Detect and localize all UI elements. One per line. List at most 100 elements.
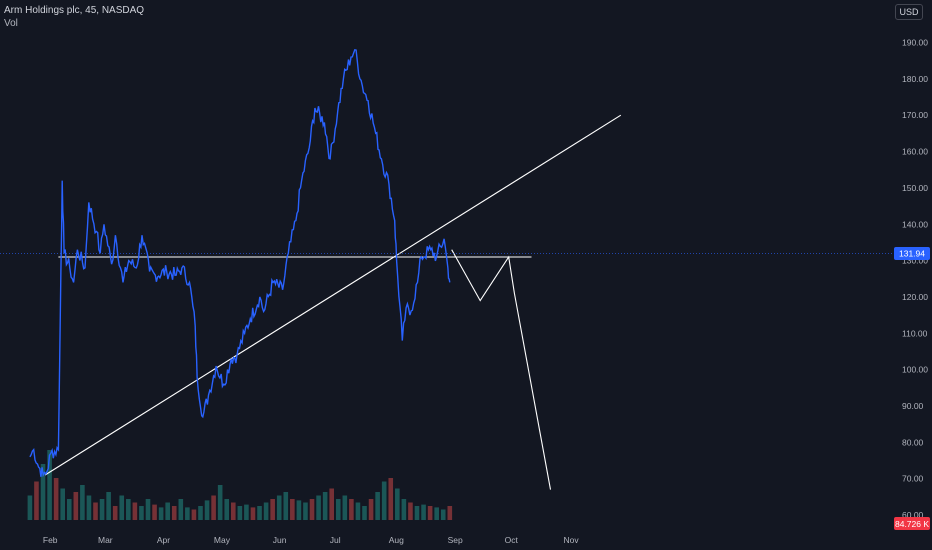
volume-indicator-label[interactable]: Vol	[4, 18, 18, 29]
y-tick-label: 70.00	[902, 474, 924, 484]
last-price-label: 131.94	[899, 249, 925, 259]
x-tick-label: May	[214, 535, 231, 545]
volume-bar	[375, 492, 380, 520]
x-tick-label: Oct	[505, 535, 519, 545]
volume-bar	[60, 488, 66, 520]
volume-bar	[126, 499, 131, 520]
volume-bar	[66, 499, 72, 520]
last-price-badge: 131.94	[894, 247, 930, 261]
volume-bar	[434, 507, 439, 520]
volume-bar	[401, 499, 407, 520]
volume-bar	[408, 502, 413, 520]
y-tick-label: 140.00	[902, 219, 928, 229]
drawing-lines	[44, 114, 622, 490]
volume-bar	[198, 506, 203, 520]
x-tick-label: Apr	[157, 535, 170, 545]
y-tick-label: 100.00	[902, 365, 928, 375]
volume-bar	[296, 500, 302, 520]
volume-bar	[342, 495, 348, 520]
volume-bar	[99, 499, 105, 520]
y-tick-label: 190.00	[902, 38, 928, 48]
volume-bar	[270, 499, 275, 520]
y-tick-label: 150.00	[902, 183, 928, 193]
volume-bar	[447, 506, 453, 520]
volume-bar	[322, 492, 328, 520]
y-tick-label: 180.00	[902, 74, 928, 84]
volume-bar	[250, 507, 256, 520]
volume-bar	[106, 492, 111, 520]
volume-bar	[368, 499, 374, 520]
volume-bar	[427, 506, 433, 520]
y-tick-label: 80.00	[902, 437, 924, 447]
volume-bar	[303, 502, 308, 520]
volume-bar	[355, 502, 361, 520]
volume-bar	[244, 504, 249, 520]
volume-bar	[421, 504, 426, 520]
y-tick-label: 110.00	[902, 328, 928, 338]
volume-bar	[335, 499, 341, 520]
x-tick-label: Feb	[43, 535, 58, 545]
volume-bar	[47, 450, 52, 520]
volume-bar	[119, 495, 125, 520]
y-tick-label: 60.00	[902, 510, 924, 520]
volume-bar	[93, 502, 98, 520]
volume-bar	[381, 481, 387, 520]
volume-bar	[217, 485, 223, 520]
volume-bar	[191, 509, 197, 520]
volume-bar	[211, 495, 216, 520]
volume-bar	[224, 499, 230, 520]
volume-bar	[440, 509, 446, 520]
volume-bar	[145, 499, 151, 520]
volume-bar	[263, 502, 269, 520]
currency-button[interactable]: USD	[895, 4, 923, 20]
x-tick-label: Aug	[389, 535, 404, 545]
volume-bar	[309, 499, 315, 520]
volume-bar	[53, 478, 59, 520]
volume-bar	[40, 464, 46, 520]
volume-bars	[27, 450, 453, 520]
volume-bar	[276, 495, 282, 520]
volume-bar	[152, 504, 157, 520]
y-tick-label: 170.00	[902, 110, 928, 120]
volume-bar	[86, 495, 92, 520]
y-tick-label: 130.00	[902, 256, 928, 266]
volume-bar	[414, 506, 420, 520]
volume-bar	[283, 492, 289, 520]
volume-bar	[112, 506, 118, 520]
x-axis-ticks: Feb Mar Apr May Jun Jul Aug Sep Oct Nov	[43, 535, 579, 545]
volume-badge: 84.726 K	[894, 517, 930, 530]
x-tick-label: Jun	[273, 535, 287, 545]
volume-bar	[80, 485, 85, 520]
volume-bar	[171, 506, 177, 520]
x-tick-label: Sep	[448, 535, 463, 545]
support-trendline	[44, 114, 622, 476]
chart-legend: Arm Holdings plc, 45, NASDAQ Vol	[4, 4, 144, 30]
volume-bar	[395, 488, 400, 520]
price-line	[29, 48, 451, 478]
volume-bar	[27, 495, 33, 520]
volume-bar	[178, 499, 184, 520]
y-tick-label: 120.00	[902, 292, 928, 302]
volume-bar	[362, 506, 367, 520]
volume-bar	[34, 481, 39, 520]
y-tick-label: 90.00	[902, 401, 924, 411]
volume-bar	[132, 502, 138, 520]
symbol-title[interactable]: Arm Holdings plc, 45, NASDAQ	[4, 5, 145, 16]
volume-bar	[204, 500, 210, 520]
volume-bar	[158, 507, 164, 520]
volume-bar	[237, 506, 243, 520]
volume-bar	[230, 502, 236, 520]
y-axis-ticks: 190.00 180.00 170.00 160.00 150.00 140.00 130.…	[902, 38, 928, 520]
x-tick-label: Nov	[564, 535, 580, 545]
volume-bar	[349, 499, 354, 520]
projected-path	[451, 249, 552, 490]
volume-value-label: 84.726 K	[895, 519, 929, 529]
volume-bar	[388, 478, 394, 520]
volume-bar	[329, 488, 334, 520]
volume-bar	[257, 506, 262, 520]
volume-bar	[316, 495, 321, 520]
volume-bar	[165, 502, 170, 520]
y-tick-label: 160.00	[902, 147, 928, 157]
volume-bar	[185, 507, 190, 520]
